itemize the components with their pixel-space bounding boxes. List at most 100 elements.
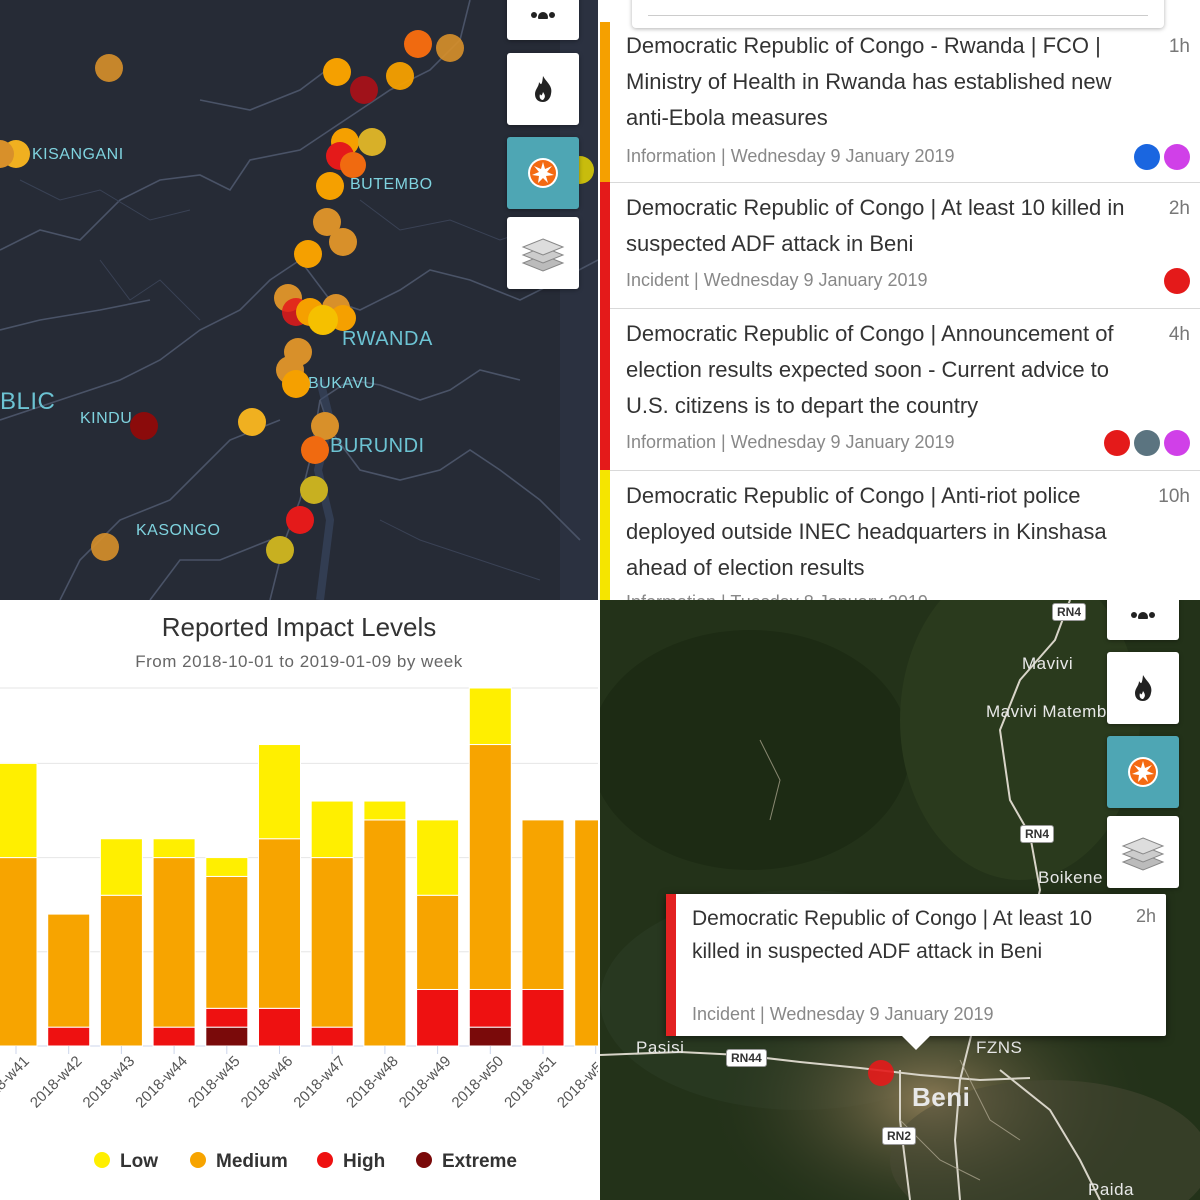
incident-dot[interactable] — [238, 408, 266, 436]
feed-item-title: Democratic Republic of Congo | Announcem… — [626, 321, 1114, 418]
chart-subtitle: From 2018-10-01 to 2019-01-09 by week — [135, 652, 463, 671]
incident-dot[interactable] — [868, 1060, 894, 1086]
person-alert-icon — [1104, 430, 1130, 456]
incident-dot[interactable] — [436, 34, 464, 62]
feed-item[interactable]: Democratic Republic of Congo - Rwanda | … — [600, 22, 1200, 183]
place-label-paida: Paida — [1088, 1180, 1134, 1199]
feed-search-box[interactable] — [632, 0, 1164, 28]
layers-icon — [521, 238, 565, 272]
incident-dot[interactable] — [282, 370, 310, 398]
incident-dot[interactable] — [316, 172, 344, 200]
incident-dot[interactable] — [130, 412, 158, 440]
shield-icon — [1134, 144, 1160, 170]
explosion-filter-button[interactable] — [1107, 736, 1179, 808]
bar-segment-medium — [363, 819, 407, 1047]
incident-dot[interactable] — [300, 476, 328, 504]
incident-dot[interactable] — [311, 412, 339, 440]
legend-marker-extreme — [416, 1152, 432, 1168]
legend-marker-high — [317, 1152, 333, 1168]
place-label-fzns: FZNS — [976, 1038, 1023, 1057]
impact-level-bar — [600, 22, 610, 182]
map-borders — [0, 0, 598, 600]
legend-marker-low — [94, 1152, 110, 1168]
bar-segment-medium — [574, 819, 598, 1047]
incident-dot[interactable] — [294, 240, 322, 268]
road-shield-rn44: RN44 — [726, 1049, 767, 1067]
country-label-republic: BLIC — [0, 388, 56, 415]
incident-dot[interactable] — [350, 76, 378, 104]
bar-segment-high — [152, 1026, 196, 1047]
x-tick-label: 2018-w51 — [501, 1053, 560, 1112]
incident-popup[interactable]: Democratic Republic of Congo | At least … — [666, 894, 1166, 1050]
bar-segment-medium — [99, 894, 143, 1047]
feed-item[interactable]: Democratic Republic of Congo | Announcem… — [600, 308, 1200, 471]
place-label-pasisi: Pasisi — [636, 1038, 685, 1057]
popup-age: 2h — [1135, 906, 1156, 926]
bar-segment-medium — [468, 744, 512, 990]
bar-segment-low — [0, 762, 38, 859]
city-label-kisangani: KISANGANI — [32, 146, 124, 163]
feed-item-age: 4h — [1168, 324, 1190, 345]
impact-level-bar — [600, 308, 610, 470]
road-shield-rn4: RN4 — [1020, 825, 1055, 843]
people-filter-button[interactable] — [1107, 600, 1179, 640]
legend-label-high: High — [343, 1151, 385, 1172]
chart-title: Reported Impact Levels — [161, 612, 437, 642]
x-tick-label: 2018-w45 — [185, 1053, 244, 1112]
incident-dot[interactable] — [404, 30, 432, 58]
bar-segment-medium — [310, 857, 354, 1028]
bar-segment-high — [416, 988, 460, 1047]
x-tick-label: 2018-w48 — [343, 1053, 402, 1112]
bar-segment-medium — [47, 913, 91, 1028]
incident-dot[interactable] — [340, 152, 366, 178]
country-label-rwanda: RWANDA — [342, 328, 433, 350]
legend-marker-medium — [190, 1152, 206, 1168]
bar-segment-high — [47, 1026, 91, 1047]
incident-dot[interactable] — [286, 506, 314, 534]
incident-dot[interactable] — [266, 536, 294, 564]
bar-segment-medium — [521, 819, 565, 990]
people-filter-button[interactable] — [507, 0, 579, 40]
legend-label-medium: Medium — [216, 1151, 288, 1172]
incident-dot[interactable] — [386, 62, 414, 90]
incident-dot[interactable] — [323, 58, 351, 86]
incident-map-dark[interactable]: KISANGANI BUTEMBO RWANDA BUKAVU BURUNDI … — [0, 0, 598, 600]
incident-dot[interactable] — [358, 128, 386, 156]
bar-segment-low — [363, 800, 407, 821]
feed-item-title: Democratic Republic of Congo | At least … — [626, 195, 1125, 256]
feed-item-meta: Information | Wednesday 9 January 2019 — [626, 146, 955, 166]
incident-feed-panel: Democratic Republic of Congo - Rwanda | … — [600, 0, 1200, 600]
person-alert-icon — [1164, 268, 1190, 294]
incident-dot[interactable] — [95, 54, 123, 82]
explosion-filter-button[interactable] — [507, 137, 579, 209]
layers-button[interactable] — [1107, 816, 1179, 888]
crowd-icon — [1134, 430, 1160, 456]
no-syringe-icon — [1164, 144, 1190, 170]
legend-label-low: Low — [120, 1151, 158, 1172]
place-label-mavivi-matembe: Mavivi Matemb — [986, 702, 1107, 721]
bar-segment-low — [152, 838, 196, 859]
feed-item[interactable]: Democratic Republic of Congo | Anti-riot… — [600, 470, 1200, 600]
incident-dot[interactable] — [329, 228, 357, 256]
incident-dot[interactable] — [308, 305, 338, 335]
fire-icon — [1135, 675, 1152, 701]
bar-segment-low — [468, 687, 512, 746]
place-label-mavivi: Mavivi — [1022, 654, 1074, 673]
bar-segment-high — [521, 988, 565, 1047]
incident-dot[interactable] — [301, 436, 329, 464]
road-shield-rn2: RN2 — [882, 1127, 917, 1145]
bar-segment-extreme — [205, 1026, 249, 1047]
bar-segment-medium — [152, 857, 196, 1028]
incident-dot[interactable] — [91, 533, 119, 561]
x-tick-label: 2018-w46 — [238, 1053, 297, 1112]
feed-item[interactable]: Democratic Republic of Congo | At least … — [600, 182, 1200, 309]
fire-filter-button[interactable] — [507, 53, 579, 125]
x-tick-label: 2018-w52 — [554, 1053, 598, 1112]
fire-filter-button[interactable] — [1107, 652, 1179, 724]
x-tick-label: 2018-w49 — [396, 1053, 455, 1112]
feed-item-meta: Incident | Wednesday 9 January 2019 — [626, 270, 928, 290]
layers-button[interactable] — [507, 217, 579, 289]
bar-segment-high — [310, 1026, 354, 1047]
incident-dot[interactable] — [0, 140, 14, 168]
people-icon — [531, 12, 555, 19]
